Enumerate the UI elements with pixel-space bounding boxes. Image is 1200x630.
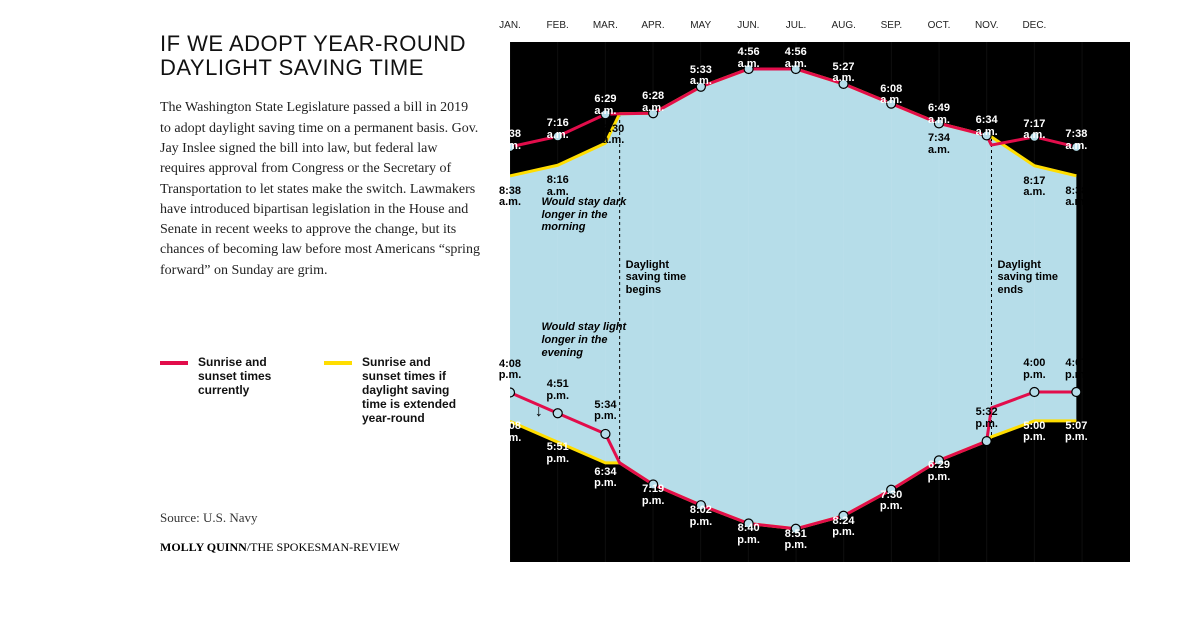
time-label: 5:33a.m. <box>690 65 712 88</box>
time-label: 8:02p.m. <box>690 505 713 528</box>
time-label: 5:07p.m. <box>1065 421 1088 444</box>
month-label: JUL. <box>786 20 807 31</box>
body-paragraph: The Washington State Legislature passed … <box>160 98 480 281</box>
headline: IF WE ADOPT YEAR-ROUND DAYLIGHT SAVING T… <box>160 32 480 80</box>
annotation: Daylight saving time ends <box>997 259 1067 297</box>
time-label: 4:08p.m. <box>499 359 522 382</box>
annotation: Daylight saving time begins <box>626 259 696 297</box>
time-label: 8:38a.m. <box>1065 186 1087 209</box>
legend-label-current: Sunrise and sunset times currently <box>198 355 300 397</box>
time-label: 4:00p.m. <box>1023 358 1046 381</box>
source-line: Source: U.S. Navy <box>160 510 258 526</box>
time-label: 8:24p.m. <box>832 516 855 539</box>
chart-plot-area: 7:38a.m.7:16a.m.6:29a.m.6:28a.m.5:33a.m.… <box>510 42 1080 562</box>
time-label: 8:38a.m. <box>499 186 521 209</box>
time-label: 7:19p.m. <box>642 484 665 507</box>
legend-swatch-proposed <box>324 361 352 365</box>
time-label: 5:32p.m. <box>975 407 998 430</box>
time-label: 5:51p.m. <box>546 442 569 465</box>
time-label: 5:00p.m. <box>1023 421 1046 444</box>
arrow-down-icon: ↓ <box>535 403 543 421</box>
time-label: 5:27a.m. <box>833 62 855 85</box>
time-label: 4:07p.m. <box>1065 358 1088 381</box>
time-label: 8:51p.m. <box>784 529 807 552</box>
month-label: AUG. <box>831 20 855 31</box>
time-label: 7:34a.m. <box>928 133 950 156</box>
month-label: FEB. <box>547 20 569 31</box>
time-label: 7:16a.m. <box>547 118 569 141</box>
legend-label-proposed: Sunrise and sunset times if daylight sav… <box>362 355 464 425</box>
time-label: 8:17a.m. <box>1023 176 1045 199</box>
time-label: 4:56a.m. <box>785 47 807 70</box>
time-label: 6:08a.m. <box>880 84 902 107</box>
time-label: 7:17a.m. <box>1023 119 1045 142</box>
time-label: 5:34p.m. <box>594 400 617 423</box>
credit-publication: /THE SPOKESMAN-REVIEW <box>247 540 400 554</box>
legend: Sunrise and sunset times currently Sunri… <box>160 355 488 425</box>
credit-author: MOLLY QUINN <box>160 540 247 554</box>
time-label: 7:30a.m. <box>602 124 624 147</box>
time-label: 4:51p.m. <box>546 379 569 402</box>
time-label: 6:29a.m. <box>594 94 616 117</box>
month-label: SEP. <box>881 20 903 31</box>
time-label: 6:29p.m. <box>928 460 951 483</box>
time-label: 6:28a.m. <box>642 91 664 114</box>
arrow-up-icon: ↑ <box>535 153 543 171</box>
legend-item-proposed: Sunrise and sunset times if daylight sav… <box>324 355 464 425</box>
annotation: Would stay light longer in the evening <box>541 321 636 359</box>
legend-swatch-current <box>160 361 188 365</box>
time-label: 8:40p.m. <box>737 523 760 546</box>
month-label: DEC. <box>1022 20 1046 31</box>
month-label: APR. <box>641 20 664 31</box>
legend-item-current: Sunrise and sunset times currently <box>160 355 300 397</box>
time-label: 8:16a.m. <box>547 175 569 198</box>
time-label: 6:34p.m. <box>594 467 617 490</box>
time-label: 6:49a.m. <box>928 103 950 126</box>
time-label: 5:08p.m. <box>499 421 522 444</box>
time-label: 4:56a.m. <box>738 47 760 70</box>
time-label: 6:34a.m. <box>976 115 998 138</box>
month-label: JAN. <box>499 20 521 31</box>
month-label: NOV. <box>975 20 999 31</box>
time-label: 7:38a.m. <box>1065 129 1087 152</box>
annotation: Would stay dark longer in the morning <box>541 196 631 234</box>
month-axis: JAN.FEB.MAR.APR.MAYJUN.JUL.AUG.SEP.OCT.N… <box>510 20 1080 38</box>
time-label: 7:38a.m. <box>499 129 521 152</box>
time-label: 7:30p.m. <box>880 490 903 513</box>
month-label: OCT. <box>928 20 951 31</box>
credit-line: MOLLY QUINN/THE SPOKESMAN-REVIEW <box>160 540 400 555</box>
month-label: MAY <box>690 20 711 31</box>
month-label: MAR. <box>593 20 618 31</box>
month-label: JUN. <box>737 20 759 31</box>
daylight-chart: JAN.FEB.MAR.APR.MAYJUN.JUL.AUG.SEP.OCT.N… <box>510 20 1080 580</box>
